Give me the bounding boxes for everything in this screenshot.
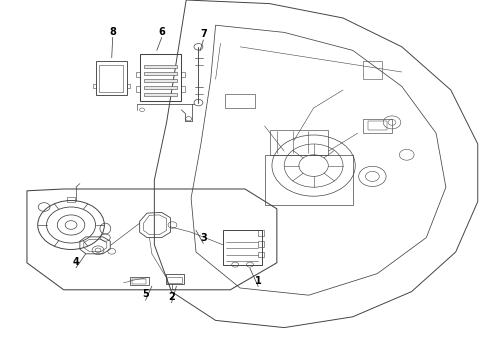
Bar bbox=[132, 279, 146, 284]
Text: 1: 1 bbox=[255, 276, 262, 286]
Bar bbox=[136, 86, 140, 92]
Bar bbox=[166, 274, 184, 284]
Bar bbox=[265, 155, 353, 205]
Bar bbox=[127, 84, 130, 88]
Text: 5: 5 bbox=[142, 289, 149, 300]
Bar bbox=[130, 277, 149, 285]
Text: 4: 4 bbox=[73, 257, 79, 267]
Bar bbox=[144, 93, 177, 96]
Bar bbox=[258, 230, 264, 236]
Bar bbox=[258, 252, 264, 257]
Text: 8: 8 bbox=[109, 27, 116, 37]
Text: 3: 3 bbox=[200, 233, 207, 243]
Bar bbox=[368, 121, 387, 130]
Text: 6: 6 bbox=[158, 27, 165, 37]
Bar bbox=[181, 72, 185, 77]
Bar bbox=[258, 241, 264, 247]
Bar bbox=[99, 65, 123, 92]
Bar bbox=[144, 72, 177, 75]
Bar bbox=[144, 65, 177, 68]
Bar bbox=[136, 72, 140, 77]
Bar bbox=[140, 54, 181, 101]
Bar bbox=[144, 79, 177, 82]
Bar bbox=[225, 94, 255, 108]
Bar bbox=[144, 86, 177, 89]
Text: 7: 7 bbox=[200, 29, 207, 39]
Text: 2: 2 bbox=[168, 292, 175, 302]
Bar bbox=[363, 119, 392, 133]
Bar bbox=[363, 61, 382, 79]
Bar bbox=[223, 230, 262, 265]
Bar bbox=[67, 197, 75, 202]
Bar bbox=[270, 130, 328, 155]
Bar bbox=[181, 86, 185, 92]
Bar bbox=[167, 277, 182, 283]
Bar bbox=[96, 61, 127, 95]
Bar bbox=[93, 84, 96, 88]
